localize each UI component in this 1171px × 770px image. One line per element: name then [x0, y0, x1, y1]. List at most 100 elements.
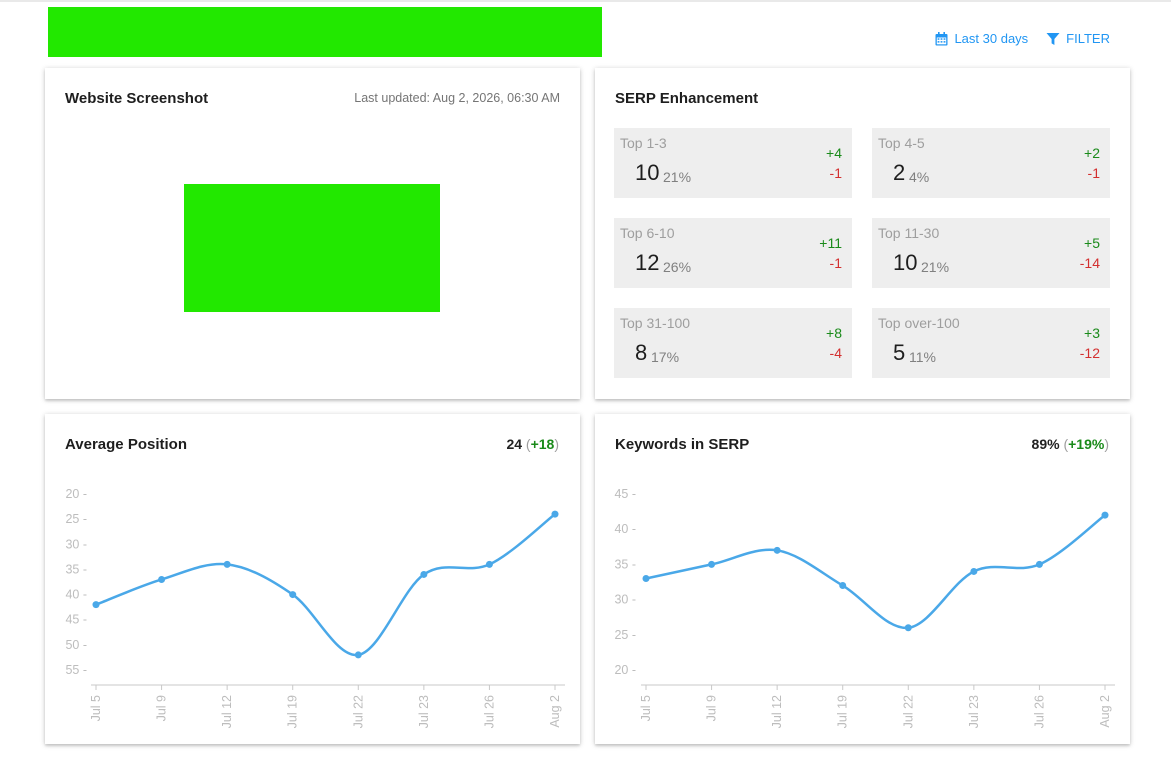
calendar-icon [935, 31, 948, 46]
x-tick-label: Jul 5 [89, 695, 103, 721]
x-tick-label: Jul 9 [705, 695, 719, 721]
x-tick-label: Jul 12 [770, 695, 784, 728]
y-tick-label: 40 - [65, 588, 87, 602]
serp-tile-top-11-30[interactable]: Top 11-30 10 21% +5 -14 [872, 218, 1110, 288]
data-point[interactable] [1101, 511, 1109, 519]
tile-count: 2 [893, 160, 906, 185]
average-position-summary: 24 (+18) [506, 436, 559, 452]
tile-percent: 21% [921, 259, 950, 275]
keywords-in-serp-summary: 89% (+19%) [1031, 436, 1109, 452]
data-point[interactable] [420, 570, 428, 578]
y-tick-label: 35 - [614, 557, 636, 571]
y-tick-label: 30 - [614, 593, 636, 607]
tile-gain: +11 [819, 235, 842, 251]
tile-label: Top 6-10 [620, 225, 675, 241]
x-tick-label: Jul 26 [482, 695, 496, 728]
tile-count: 10 [893, 250, 918, 275]
tile-loss: -12 [1079, 345, 1100, 361]
y-tick-label: 50 - [65, 638, 87, 652]
x-tick-label: Jul 23 [417, 695, 431, 728]
tile-label: Top 11-30 [878, 225, 940, 241]
card-title: SERP Enhancement [615, 90, 759, 107]
card-title: Website Screenshot [65, 90, 209, 107]
data-point[interactable] [708, 560, 716, 568]
tile-percent: 26% [663, 259, 692, 275]
tile-label: Top 1-3 [620, 135, 667, 151]
data-point[interactable] [223, 560, 231, 568]
y-tick-label: 35 - [65, 562, 87, 576]
filter-button[interactable]: FILTER [1046, 31, 1110, 46]
website-screenshot-image[interactable] [184, 184, 440, 312]
serp-tile-top-31-100[interactable]: Top 31-100 8 17% +8 -4 [614, 308, 852, 378]
x-tick-label: Aug 2 [1098, 695, 1112, 728]
tile-label: Top 31-100 [620, 315, 691, 331]
data-point[interactable] [642, 574, 650, 582]
tile-gain: +3 [1084, 325, 1100, 341]
data-point[interactable] [158, 575, 166, 583]
date-range-label: Last 30 days [954, 31, 1029, 46]
y-tick-label: 40 - [614, 522, 636, 536]
data-point[interactable] [354, 651, 362, 659]
tile-loss: -1 [829, 255, 842, 271]
serp-tile-top-6-10[interactable]: Top 6-10 12 26% +11 -1 [614, 218, 852, 288]
date-range-button[interactable]: Last 30 days [935, 31, 1028, 46]
data-point[interactable] [904, 624, 912, 632]
serp-enhancement-card: SERP Enhancement Top 1-3 10 21% +4 -1 To… [595, 68, 1130, 399]
y-tick-label: 45 - [65, 613, 87, 627]
tile-percent: 4% [909, 169, 930, 185]
top-divider [0, 0, 1171, 2]
filter-icon [1046, 32, 1060, 46]
serp-tile-top-over-100[interactable]: Top over-100 5 11% +3 -12 [872, 308, 1110, 378]
tile-percent: 21% [663, 169, 692, 185]
card-title: Average Position [65, 436, 187, 453]
data-point[interactable] [289, 591, 297, 599]
banner-placeholder [48, 7, 602, 57]
y-tick-label: 20 - [65, 487, 87, 501]
data-point[interactable] [773, 546, 781, 554]
filter-label: FILTER [1066, 31, 1110, 46]
tile-count: 12 [635, 250, 660, 275]
x-tick-label: Jul 19 [286, 695, 300, 728]
x-tick-label: Jul 26 [1032, 695, 1046, 728]
card-title: Keywords in SERP [615, 436, 750, 453]
tile-label: Top 4-5 [878, 135, 925, 151]
tile-count: 5 [893, 340, 906, 365]
data-point[interactable] [92, 601, 100, 609]
data-point[interactable] [551, 510, 559, 518]
x-tick-label: Jul 19 [836, 695, 850, 728]
tile-loss: -1 [1087, 165, 1100, 181]
x-tick-label: Jul 22 [351, 695, 365, 728]
data-point[interactable] [485, 560, 493, 568]
summary-value: 89% [1031, 436, 1060, 452]
average-position-chart: 20 - 25 - 30 - 35 - 40 - 45 - 50 - 55 - Jul 5 Jul… [65, 487, 565, 728]
tile-gain: +5 [1084, 235, 1100, 251]
tile-percent: 17% [651, 349, 680, 365]
tile-gain: +4 [826, 145, 842, 161]
x-tick-label: Aug 2 [548, 695, 562, 728]
tile-loss: -14 [1079, 255, 1100, 271]
toolbar: Last 30 days FILTER [935, 31, 1110, 46]
data-point[interactable] [1035, 560, 1043, 568]
tile-percent: 11% [909, 349, 936, 365]
x-tick-label: Jul 9 [155, 695, 169, 721]
tile-loss: -1 [829, 165, 842, 181]
x-tick-label: Jul 5 [639, 695, 653, 721]
summary-value: 24 [506, 436, 523, 452]
tile-count: 8 [635, 340, 648, 365]
series-line [645, 514, 1106, 630]
tile-count: 10 [635, 160, 660, 185]
y-tick-label: 55 - [65, 663, 87, 677]
y-tick-label: 25 - [65, 512, 87, 526]
tile-gain: +8 [826, 325, 842, 341]
summary-delta: +18 [530, 436, 555, 452]
tile-label: Top over-100 [878, 315, 960, 331]
y-tick-label: 30 - [65, 537, 87, 551]
data-point[interactable] [839, 582, 847, 590]
y-tick-label: 20 - [614, 663, 636, 677]
serp-tile-top-4-5[interactable]: Top 4-5 2 4% +2 -1 [872, 128, 1110, 198]
y-tick-label: 45 - [614, 487, 636, 501]
series-line [95, 513, 556, 657]
serp-tile-top-1-3[interactable]: Top 1-3 10 21% +4 -1 [614, 128, 852, 198]
x-tick-label: Jul 12 [220, 695, 234, 728]
data-point[interactable] [970, 567, 978, 575]
